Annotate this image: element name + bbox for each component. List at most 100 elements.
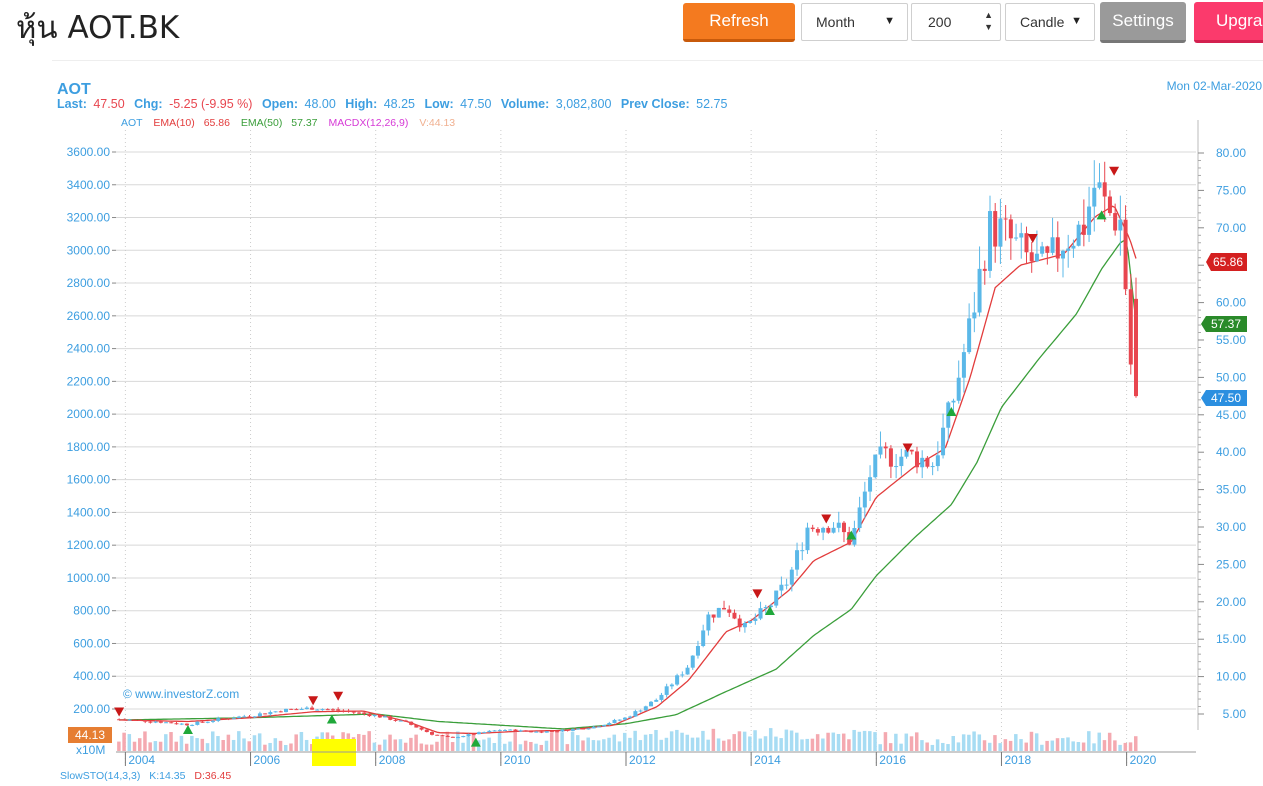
volume-bar: [1107, 732, 1112, 751]
stochastic-legend: SlowSTO(14,3,3) K:14.35 D:36.45: [60, 770, 231, 782]
interval-select[interactable]: Month ▼: [801, 3, 908, 41]
candle-body: [513, 729, 518, 732]
volume-bar: [362, 734, 366, 751]
interval-select-value: Month: [816, 14, 855, 30]
candle-body: [414, 724, 419, 728]
last-value: 47.50: [93, 97, 124, 111]
left-axis-label: 1000.00: [67, 571, 111, 585]
candle-body: [1118, 219, 1123, 231]
volume-bar: [857, 731, 862, 751]
volume-bar: [617, 741, 622, 751]
candle-body: [231, 718, 236, 720]
candle-body: [607, 723, 612, 725]
volume-bar: [1066, 737, 1070, 751]
ema50-badge: 57.37: [1201, 316, 1247, 332]
left-axis-label: 2800.00: [67, 276, 111, 290]
legend-volume-value: V:44.13: [419, 117, 455, 129]
candle-body: [617, 719, 622, 721]
candle-body: [456, 737, 461, 739]
legend-symbol: AOT: [121, 117, 143, 129]
candle-body: [706, 614, 711, 631]
volume-bar: [310, 744, 314, 751]
candle-body: [560, 729, 565, 732]
top-toolbar: หุ้น AOT.BK Refresh Month ▼ 200 ▲ ▼ Candl…: [0, 0, 1263, 60]
candle-body: [523, 730, 528, 732]
watermark: © www.investorZ.com: [123, 687, 239, 701]
buy-signal-icon: [946, 407, 957, 417]
upgrade-button[interactable]: Upgra: [1194, 2, 1263, 43]
candle-body: [1029, 252, 1034, 262]
volume-bar: [951, 736, 955, 751]
x-axis-label: 2008: [379, 753, 406, 767]
candle-body: [122, 719, 127, 721]
candle-body: [164, 722, 169, 724]
candle-body: [695, 645, 700, 656]
right-axis-label: 5.00: [1223, 707, 1247, 721]
volume-bar: [993, 735, 997, 751]
candle-body: [789, 569, 794, 585]
candle-body: [586, 728, 591, 730]
volume-bar: [972, 731, 976, 751]
candle-body: [555, 731, 560, 733]
candle-body: [669, 684, 674, 687]
candle-body: [612, 719, 617, 724]
candle-body: [836, 522, 841, 528]
volume-bar: [377, 744, 382, 751]
volume-bar: [800, 739, 804, 751]
volume-bar: [748, 736, 752, 751]
candle-body: [409, 721, 414, 725]
candle-body: [466, 734, 471, 737]
candle-body: [1123, 219, 1128, 290]
volume-bar: [357, 734, 361, 751]
volume-bars: [117, 728, 1138, 751]
candle-body: [711, 614, 716, 618]
volume-bar: [1128, 742, 1133, 751]
volume-bar: [529, 741, 533, 751]
settings-button[interactable]: Settings: [1100, 2, 1186, 43]
volume-bar: [586, 737, 590, 751]
candle-body: [263, 713, 268, 715]
candle-body: [534, 731, 539, 733]
candle-body: [252, 716, 257, 718]
candle-body: [148, 721, 153, 723]
candle-body: [961, 352, 966, 378]
volume-bar: [539, 744, 544, 751]
volume-bar: [419, 743, 424, 751]
candle-body: [716, 607, 721, 618]
candle-body: [768, 605, 773, 608]
candle-body: [362, 712, 367, 714]
candle-body: [862, 491, 867, 508]
volume-value: 3,082,800: [556, 97, 612, 111]
volume-bar: [847, 739, 851, 751]
volume-bar: [784, 729, 789, 751]
spinner-arrows-icon[interactable]: ▲ ▼: [984, 10, 993, 32]
candle-body: [977, 268, 982, 313]
volume-bar: [461, 742, 465, 751]
volume-bar: [179, 735, 184, 751]
refresh-button[interactable]: Refresh: [683, 3, 795, 42]
chart-type-select[interactable]: Candle ▼: [1005, 3, 1095, 41]
volume-bar: [284, 744, 288, 751]
volume-bar: [414, 734, 418, 751]
candle-body: [117, 719, 122, 721]
volume-bar: [518, 744, 523, 751]
volume-bar: [503, 743, 507, 751]
right-axis-label: 30.00: [1216, 520, 1246, 534]
volume-bar: [440, 736, 444, 751]
volume-bar: [205, 743, 210, 751]
volume-bar: [184, 743, 189, 751]
bar-count-stepper[interactable]: 200 ▲ ▼: [911, 3, 1001, 41]
volume-bar: [628, 737, 632, 751]
candle-body: [956, 377, 961, 401]
candle-body: [346, 710, 351, 712]
candle-body: [190, 724, 195, 726]
volume-bar: [492, 743, 497, 751]
volume-bar: [466, 735, 471, 751]
volume-bar: [231, 739, 236, 751]
volume-bar: [289, 743, 293, 751]
candle-body: [1087, 206, 1092, 235]
volume-bar: [122, 732, 126, 751]
candle-body: [581, 728, 586, 730]
candle-body: [1008, 219, 1013, 239]
